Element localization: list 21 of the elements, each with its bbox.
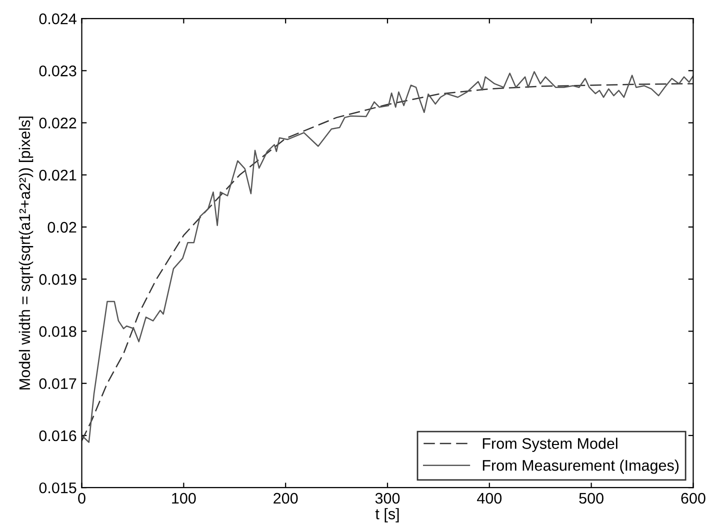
y-tick-label: 0.017 (39, 378, 76, 390)
y-axis-title: Model width = sqrt(sqrt(a1²+a2²)) [pixels] (18, 116, 34, 390)
x-tick-label: 100 (172, 492, 196, 504)
x-tick-label: 300 (375, 492, 400, 504)
y-tick-label: 0.015 (39, 482, 76, 494)
x-axis-title: t [s] (375, 508, 399, 522)
y-tick-label: 0.022 (39, 118, 76, 128)
y-tick-label: 0.024 (39, 13, 76, 24)
x-tick-label: 400 (477, 492, 502, 504)
x-tick-label: 0 (78, 492, 86, 504)
x-tick-label: 500 (579, 492, 604, 504)
y-tick-label: 0.02 (48, 222, 76, 233)
x-tick-label: 200 (274, 492, 298, 504)
y-tick-label: 0.016 (39, 430, 76, 442)
y-tick-label: 0.023 (39, 66, 76, 76)
legend-label: From Measurement (Images) (482, 460, 679, 474)
y-tick-label: 0.018 (39, 326, 76, 337)
y-tick-label: 0.019 (39, 274, 76, 285)
y-tick-label: 0.021 (39, 170, 76, 181)
x-tick-label: 600 (681, 492, 706, 504)
legend-label: From System Model (482, 438, 618, 452)
